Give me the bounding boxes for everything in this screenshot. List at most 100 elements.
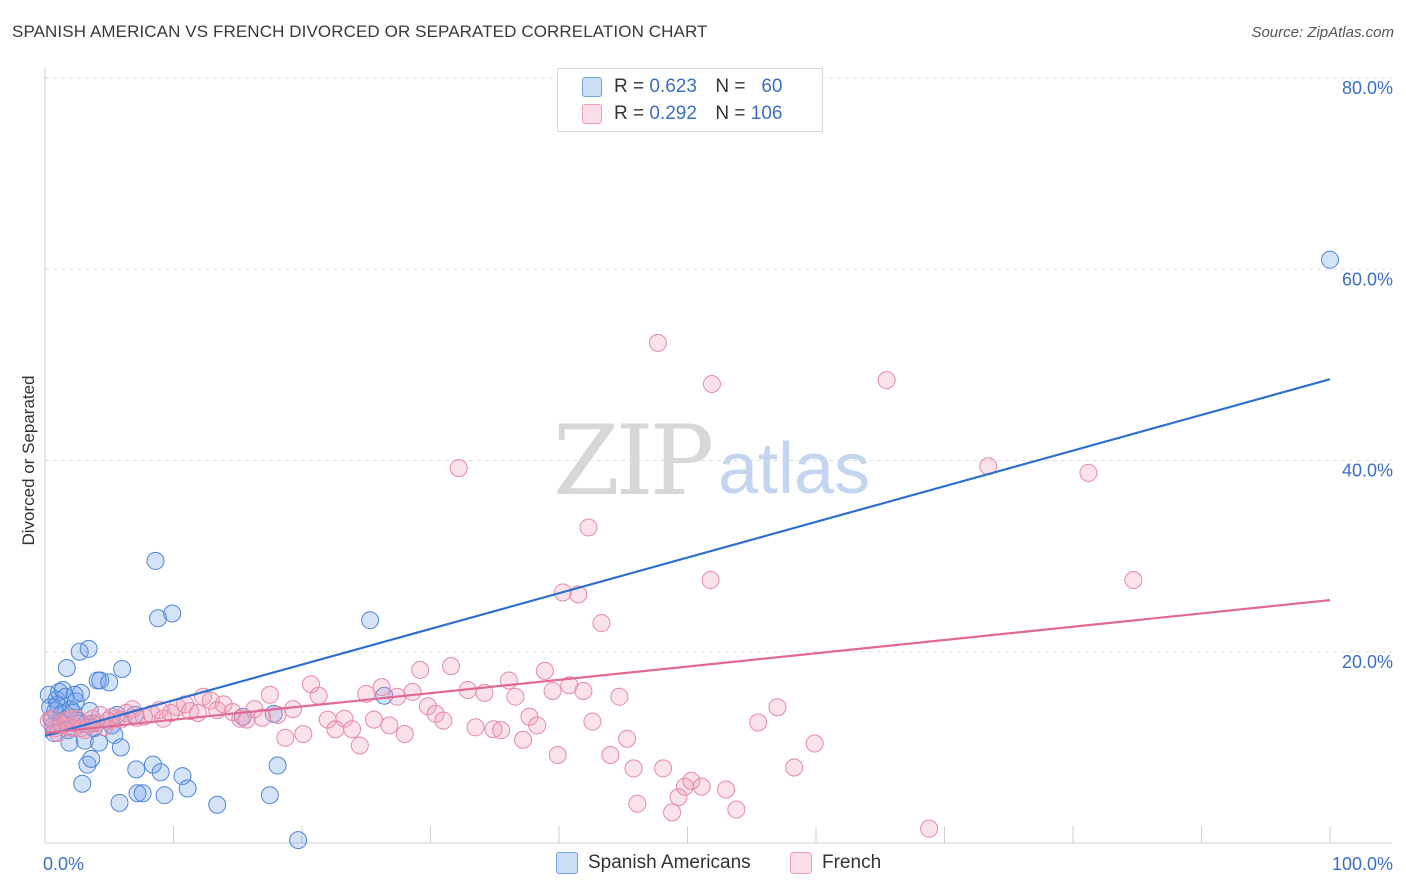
trend-line <box>44 599 1331 735</box>
data-point <box>79 639 98 658</box>
data-point <box>543 681 562 700</box>
grid-lines <box>45 77 1392 653</box>
data-point <box>692 777 711 796</box>
legend-r-label: R = <box>614 76 645 97</box>
chart-source: Source: ZipAtlas.com <box>1251 24 1394 41</box>
data-point <box>91 671 110 690</box>
legend-r-value: 0.623 <box>649 76 697 97</box>
y-tick-label: 20.0% <box>1342 652 1393 672</box>
legend-n-label: N = <box>715 76 746 97</box>
data-point <box>178 779 197 798</box>
y-tick-label: 40.0% <box>1342 461 1393 481</box>
data-point <box>669 788 688 807</box>
data-point <box>289 831 308 850</box>
data-point <box>260 685 279 704</box>
data-point <box>208 795 227 814</box>
data-point <box>610 687 629 706</box>
data-point <box>682 771 701 790</box>
data-point <box>309 686 328 705</box>
data-point <box>73 774 92 793</box>
trend-lines <box>44 378 1331 737</box>
data-point <box>149 609 168 628</box>
data-point <box>442 657 461 676</box>
data-point <box>231 709 250 728</box>
data-point <box>380 716 399 735</box>
data-point <box>260 786 279 805</box>
data-point <box>628 794 647 813</box>
data-point <box>146 551 165 570</box>
data-point <box>805 734 824 753</box>
bottom-legend-swatch-blue <box>556 852 578 874</box>
data-point <box>727 800 746 819</box>
data-point <box>127 760 146 779</box>
data-point <box>484 720 503 739</box>
data-point <box>395 724 414 743</box>
data-point <box>624 759 643 778</box>
data-point <box>343 720 362 739</box>
data-point <box>357 684 376 703</box>
data-point <box>920 819 939 838</box>
series-french <box>39 333 1143 838</box>
legend-r-label: R = <box>614 103 645 124</box>
data-point <box>785 758 804 777</box>
axis-labels: 20.0% 40.0% 60.0% 80.0% 0.0% 100.0% Divorced o… <box>19 78 1393 874</box>
data-point <box>155 786 174 805</box>
bottom-legend-french: French <box>790 852 881 874</box>
data-point <box>768 698 787 717</box>
data-point <box>133 784 152 803</box>
data-point <box>89 733 108 752</box>
data-point <box>111 738 130 757</box>
legend-row-french: R = 0.292 N = 106 <box>582 102 782 126</box>
data-point <box>361 611 380 630</box>
data-point <box>583 712 602 731</box>
data-point <box>702 375 721 393</box>
data-point <box>294 724 313 743</box>
series-spanish-americans <box>39 250 1339 850</box>
data-point <box>654 759 673 778</box>
data-point <box>528 716 547 735</box>
legend-r-value: 0.292 <box>649 103 697 124</box>
legend-n-value: 60 <box>761 76 783 97</box>
watermark-atlas: atlas <box>718 429 871 509</box>
legend-n-label: N = <box>715 103 746 124</box>
data-point <box>466 718 485 737</box>
data-point <box>535 661 554 680</box>
legend-swatch-blue <box>582 77 602 97</box>
data-point <box>514 730 533 749</box>
data-point <box>592 614 611 633</box>
x-tick-label: 0.0% <box>43 854 84 874</box>
data-point <box>449 459 468 478</box>
legend-row-spanish-americans: R = 0.623 N = 60 <box>582 75 782 99</box>
data-point <box>113 659 132 678</box>
data-point <box>214 695 233 714</box>
data-point <box>65 685 84 704</box>
data-point <box>350 736 369 755</box>
x-tick-label: 100.0% <box>1332 854 1393 874</box>
data-point <box>268 756 287 775</box>
correlation-legend: R = 0.623 N = 60 R = 0.292 N = 106 <box>557 68 823 132</box>
legend-swatch-pink <box>582 104 602 124</box>
data-point <box>60 733 79 752</box>
y-tick-label: 60.0% <box>1342 269 1393 289</box>
data-point <box>411 660 430 679</box>
data-point <box>548 746 567 765</box>
data-point <box>335 709 354 728</box>
data-point <box>284 700 303 719</box>
data-point <box>151 763 170 782</box>
bottom-legend-spanish-americans: Spanish Americans <box>556 852 751 874</box>
y-axis-label: Divorced or Separated <box>19 375 38 545</box>
trend-line <box>44 378 1331 737</box>
data-point <box>1124 571 1143 590</box>
data-point <box>618 729 637 748</box>
data-point <box>181 702 200 721</box>
data-point <box>253 708 272 727</box>
data-point <box>663 803 682 822</box>
data-point <box>1321 250 1339 269</box>
data-point <box>574 681 593 700</box>
data-point <box>648 333 667 352</box>
y-tick-label: 80.0% <box>1342 78 1393 98</box>
data-point <box>506 687 525 706</box>
data-point <box>127 708 146 727</box>
data-point <box>749 713 768 732</box>
